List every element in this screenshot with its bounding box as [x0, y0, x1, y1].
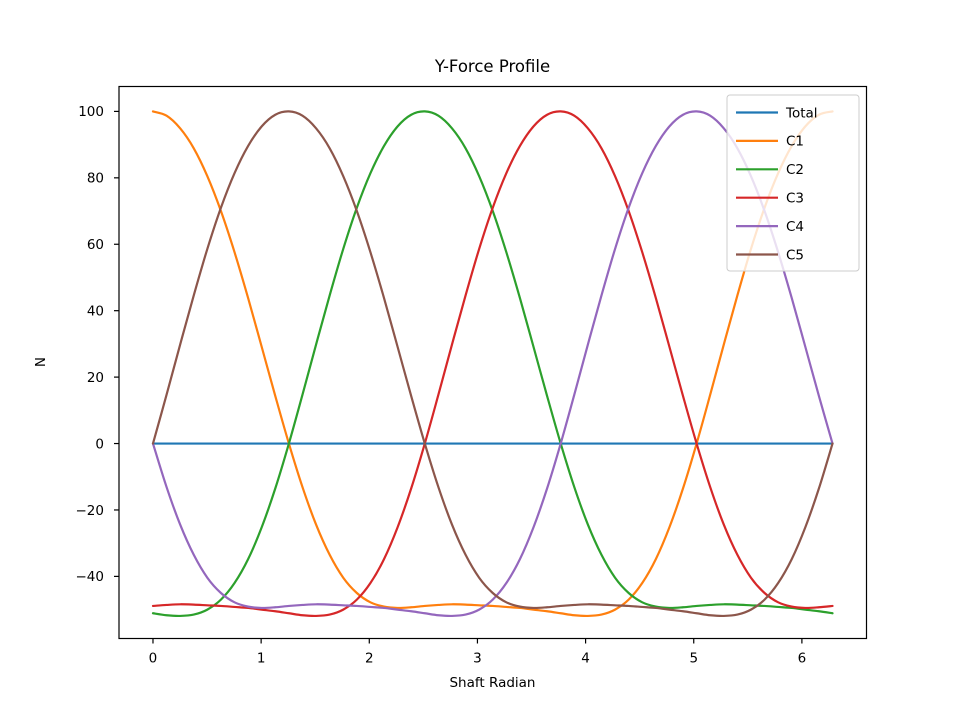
- legend-box: [726, 94, 860, 272]
- y-axis-label: N: [33, 357, 49, 367]
- legend-label-c1: C1: [786, 134, 804, 150]
- x-tick-label: 5: [689, 651, 698, 667]
- y-tick-label: 100: [78, 104, 104, 120]
- x-tick-label: 3: [473, 651, 482, 667]
- y-tick-label: 60: [87, 237, 104, 253]
- x-tick-label: 4: [581, 651, 590, 667]
- legend-label-c4: C4: [786, 219, 804, 235]
- legend-label-total: Total: [785, 105, 818, 121]
- y-tick-label: 80: [87, 171, 104, 187]
- y-tick-label: −20: [76, 503, 105, 519]
- series-c2-line: [151, 110, 834, 618]
- x-tick-label: 6: [798, 651, 807, 667]
- legend-label-c3: C3: [786, 191, 804, 207]
- axes-spines: [118, 85, 868, 640]
- y-tick-label: 20: [87, 370, 104, 386]
- axes-layer: 0 1 2 3 4 5 6 100 80 60 40 20 0 −20 −40: [76, 85, 868, 667]
- x-tick-label: 0: [149, 651, 158, 667]
- legend-label-c2: C2: [786, 162, 804, 178]
- y-tick-label: 40: [87, 303, 104, 319]
- y-tick-label: −40: [76, 569, 105, 585]
- x-tick-label: 2: [365, 651, 374, 667]
- y-tick-label: 0: [95, 436, 104, 452]
- series-c4-line: [151, 110, 834, 618]
- chart-title: Y-Force Profile: [434, 57, 550, 76]
- legend-label-c5: C5: [786, 247, 804, 263]
- x-tick-label: 1: [257, 651, 266, 667]
- legend: Total C1 C2 C3 C4 C5: [726, 94, 860, 272]
- series-c1-line: [151, 110, 834, 618]
- series-c5-line: [151, 110, 834, 618]
- curves-layer: [151, 110, 834, 618]
- x-axis-label: Shaft Radian: [449, 675, 535, 691]
- series-c3-line: [151, 110, 834, 618]
